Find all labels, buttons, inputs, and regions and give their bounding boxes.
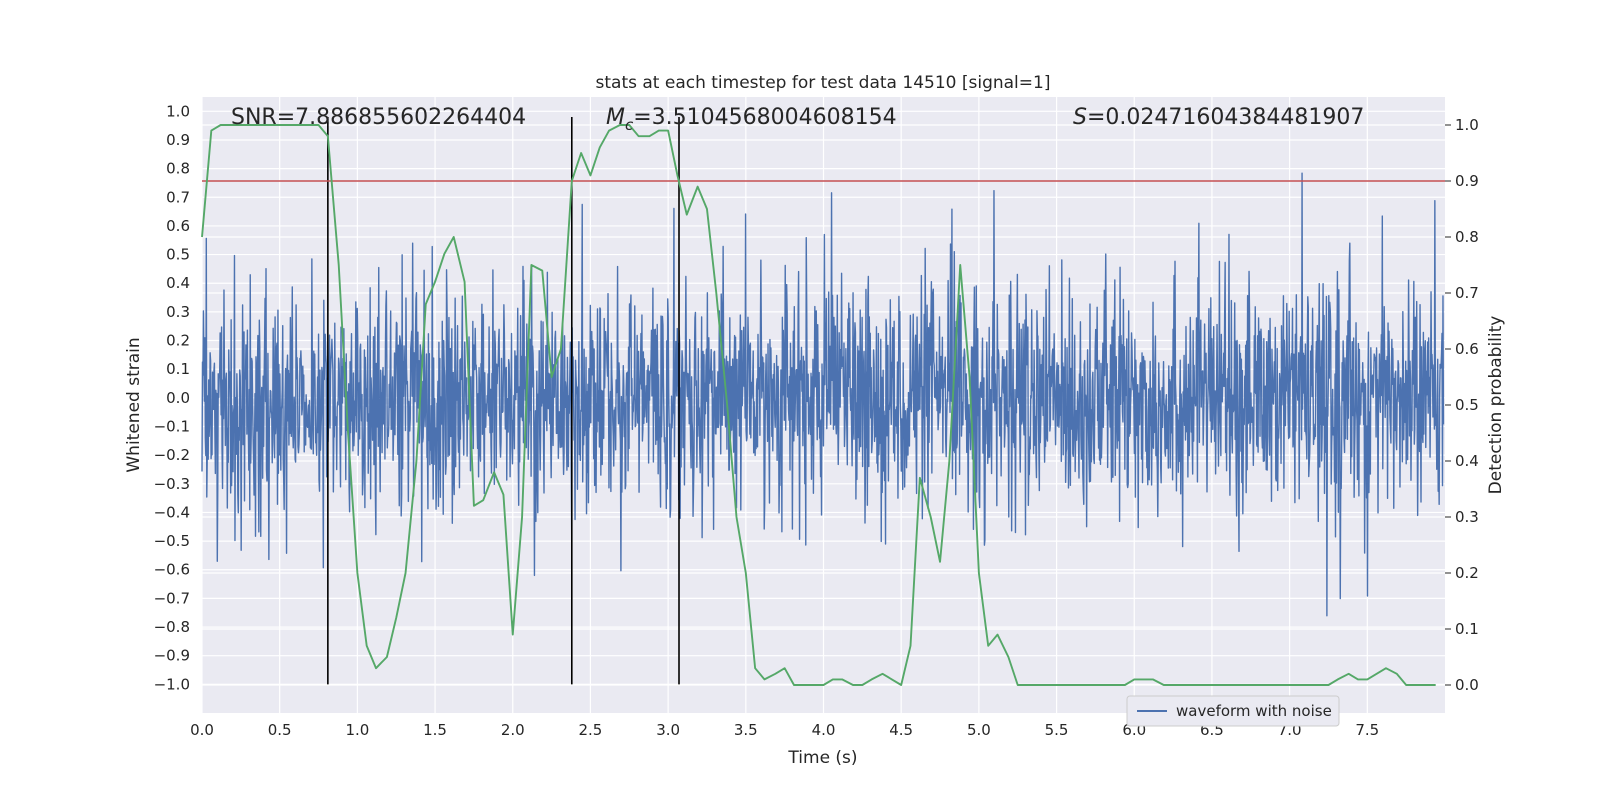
probability-line <box>201 124 1436 686</box>
chirp-mass-annotation: Mc=3.5104568004608154 <box>606 105 897 134</box>
y-tick-label: −0.6 <box>154 561 190 579</box>
x-tick-label: 3.5 <box>734 721 758 739</box>
y-tick-label: −1.0 <box>154 675 190 693</box>
x-tick-label: 5.0 <box>967 721 991 739</box>
y-axis-ticks: 1.0 0.9 0.8 0.7 0.6 0.5 0.4 0.3 0.2 0.1 0.0 −0.1 −0.… <box>154 102 190 693</box>
y-tick-label: −0.8 <box>154 618 190 636</box>
x-tick-label: 2.0 <box>501 721 525 739</box>
x-tick-label: 0.5 <box>268 721 292 739</box>
y-tick-label: 0.0 <box>166 389 190 407</box>
chirp-mass-symbol: M <box>606 105 625 130</box>
y-tick-label: −0.5 <box>154 532 190 550</box>
y-right-tick-label: 0.3 <box>1455 508 1479 526</box>
y-tick-label: 0.6 <box>166 217 190 235</box>
y-tick-label: 0.2 <box>166 332 190 350</box>
x-tick-label: 4.5 <box>889 721 913 739</box>
y-tick-label: −0.4 <box>154 503 190 521</box>
y-tick-label: −0.1 <box>154 417 190 435</box>
y-axis-label: Whitened strain <box>124 337 144 472</box>
x-tick-label: 1.0 <box>345 721 369 739</box>
y-right-axis-ticks: 1.0 0.9 0.8 0.7 0.6 0.5 0.4 0.3 0.2 0.1 0.0 <box>1445 116 1479 694</box>
y-right-tick-label: 0.4 <box>1455 452 1479 470</box>
y-right-tick-label: 0.7 <box>1455 284 1479 302</box>
y-tick-label: −0.9 <box>154 647 190 665</box>
y-right-axis-label: Detection probability <box>1486 316 1506 495</box>
x-tick-label: 1.5 <box>423 721 447 739</box>
x-tick-label: 5.5 <box>1045 721 1069 739</box>
y-right-tick-label: 0.8 <box>1455 228 1479 246</box>
legend-box <box>1126 695 1340 727</box>
waveform-series <box>201 172 1445 617</box>
legend-entry-waveform: waveform with noise <box>1176 702 1332 720</box>
y-tick-label: 0.4 <box>166 274 190 292</box>
s-annotation: S=0.02471604384481907 <box>1073 105 1364 130</box>
waveform-line <box>201 172 1445 617</box>
y-right-tick-label: 0.1 <box>1455 620 1479 638</box>
legend: waveform with noise <box>1126 695 1340 727</box>
y-tick-label: −0.2 <box>154 446 190 464</box>
chirp-mass-value: =3.5104568004608154 <box>633 105 896 130</box>
x-tick-label: 0.0 <box>190 721 214 739</box>
y-tick-label: 0.1 <box>166 360 190 378</box>
y-tick-label: 1.0 <box>166 102 190 120</box>
y-tick-label: 0.8 <box>166 160 190 178</box>
y-right-tick-label: 0.9 <box>1455 172 1479 190</box>
snr-annotation: SNR=7.886855602264404 <box>231 105 526 130</box>
y-tick-label: 0.7 <box>166 188 190 206</box>
y-right-tick-label: 0.6 <box>1455 340 1479 358</box>
y-right-tick-label: 0.0 <box>1455 676 1479 694</box>
x-axis-label: Time (s) <box>787 748 857 768</box>
y-right-tick-label: 0.5 <box>1455 396 1479 414</box>
event-markers <box>327 117 680 685</box>
chirp-mass-subscript: c <box>625 116 634 134</box>
x-tick-label: 7.5 <box>1355 721 1379 739</box>
y-tick-label: −0.3 <box>154 475 190 493</box>
x-axis-ticks: 0.0 0.5 1.0 1.5 2.0 2.5 3.0 3.5 4.0 4.5 5.0 5.5 6.0 6… <box>190 721 1379 739</box>
probability-series <box>201 124 1436 686</box>
y-tick-label: 0.5 <box>166 246 190 264</box>
y-right-tick-label: 1.0 <box>1455 116 1479 134</box>
s-symbol: S <box>1073 105 1087 130</box>
y-tick-label: 0.9 <box>166 131 190 149</box>
y-right-tick-label: 0.2 <box>1455 564 1479 582</box>
chart-title: stats at each timestep for test data 145… <box>596 73 1051 93</box>
x-tick-label: 4.0 <box>812 721 836 739</box>
x-tick-label: 3.0 <box>656 721 680 739</box>
s-value: =0.02471604384481907 <box>1087 105 1364 130</box>
x-tick-label: 2.5 <box>579 721 603 739</box>
y-tick-label: −0.7 <box>154 589 190 607</box>
y-tick-label: 0.3 <box>166 303 190 321</box>
